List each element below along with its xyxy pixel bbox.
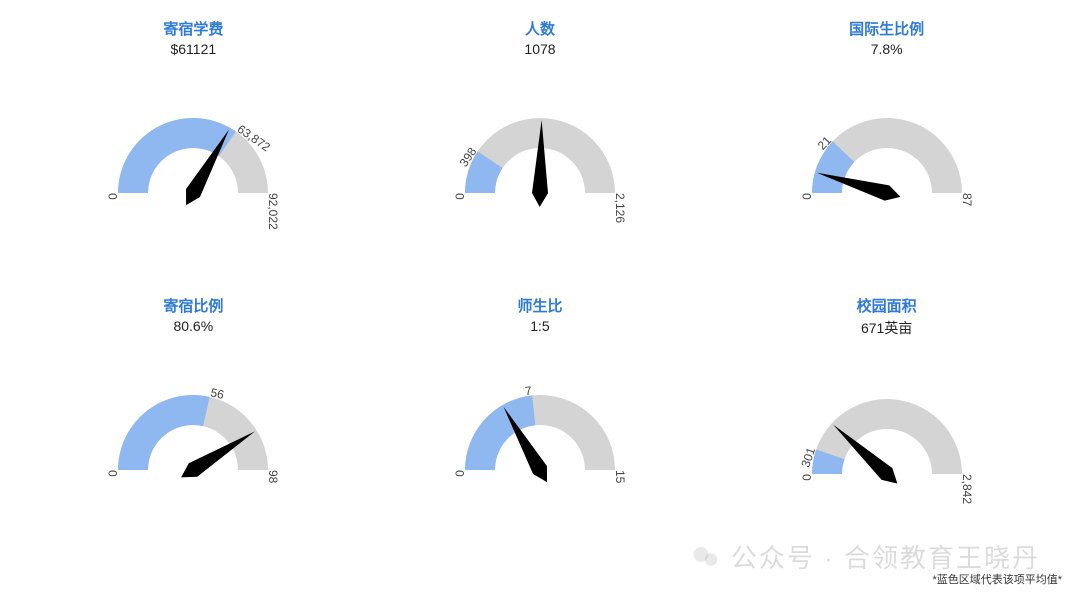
gauge-fill xyxy=(118,395,210,470)
gauge-svg: 02,842301 xyxy=(757,344,1017,544)
gauge-title: 师生比 xyxy=(517,295,562,316)
gauge-mid-label: 56 xyxy=(210,385,226,402)
gauge-cell-campus: 校园面积671英亩02,842301 xyxy=(713,287,1060,564)
gauge-fill xyxy=(465,395,535,470)
gauge-cell-enrollment: 人数107802,126398 xyxy=(367,10,714,287)
gauge-min-label: 0 xyxy=(453,193,467,200)
gauge-min-label: 0 xyxy=(800,473,814,480)
gauge-min-label: 0 xyxy=(107,193,121,200)
gauge-max-label: 87 xyxy=(959,193,973,207)
gauge-max-label: 2,842 xyxy=(959,474,973,504)
gauge-value: $61121 xyxy=(170,41,216,57)
gauge-cell-boarding-ratio: 寄宿比例 80.6% 0 98 56 xyxy=(20,287,367,564)
gauge-svg: 08721 xyxy=(757,63,1017,263)
gauge-title: 人数 xyxy=(525,18,555,39)
gauge-value: 80.6% xyxy=(173,318,213,334)
gauge-fill xyxy=(118,118,236,193)
gauge-svg: 092,02263,872 xyxy=(63,63,323,263)
gauge-min-label: 0 xyxy=(800,193,814,200)
gauge-min-label: 0 xyxy=(107,469,121,476)
gauge-value: 7.8% xyxy=(871,41,903,57)
gauge-cell-intl-ratio: 国际生比例7.8%08721 xyxy=(713,10,1060,287)
gauge-value: 1:5 xyxy=(530,318,549,334)
gauge-svg: 0 15 7 xyxy=(410,340,670,540)
gauge-value: 671英亩 xyxy=(861,318,912,338)
gauge-min-label: 0 xyxy=(453,469,467,476)
gauge-cell-tuition: 寄宿学费$61121092,02263,872 xyxy=(20,10,367,287)
gauge-title: 寄宿比例 xyxy=(163,295,223,316)
footnote: *蓝色区域代表该项平均值* xyxy=(932,571,1062,587)
gauge-title: 寄宿学费 xyxy=(163,18,223,39)
gauge-svg: 0 98 56 xyxy=(63,340,323,540)
gauge-max-label: 98 xyxy=(266,470,280,484)
gauge-max-label: 15 xyxy=(613,470,627,484)
gauge-mid-label: 7 xyxy=(524,383,532,398)
gauge-grid: 寄宿学费$61121092,02263,872人数107802,126398国际… xyxy=(0,0,1080,593)
gauge-max-label: 2,126 xyxy=(613,193,627,223)
gauge-title: 校园面积 xyxy=(857,295,917,316)
gauge-cell-ratio: 师生比 1:5 0 15 7 xyxy=(367,287,714,564)
gauge-title: 国际生比例 xyxy=(849,18,924,39)
gauge-max-label: 92,022 xyxy=(266,193,280,230)
gauge-value: 1078 xyxy=(524,41,555,57)
gauge-svg: 02,126398 xyxy=(410,63,670,263)
